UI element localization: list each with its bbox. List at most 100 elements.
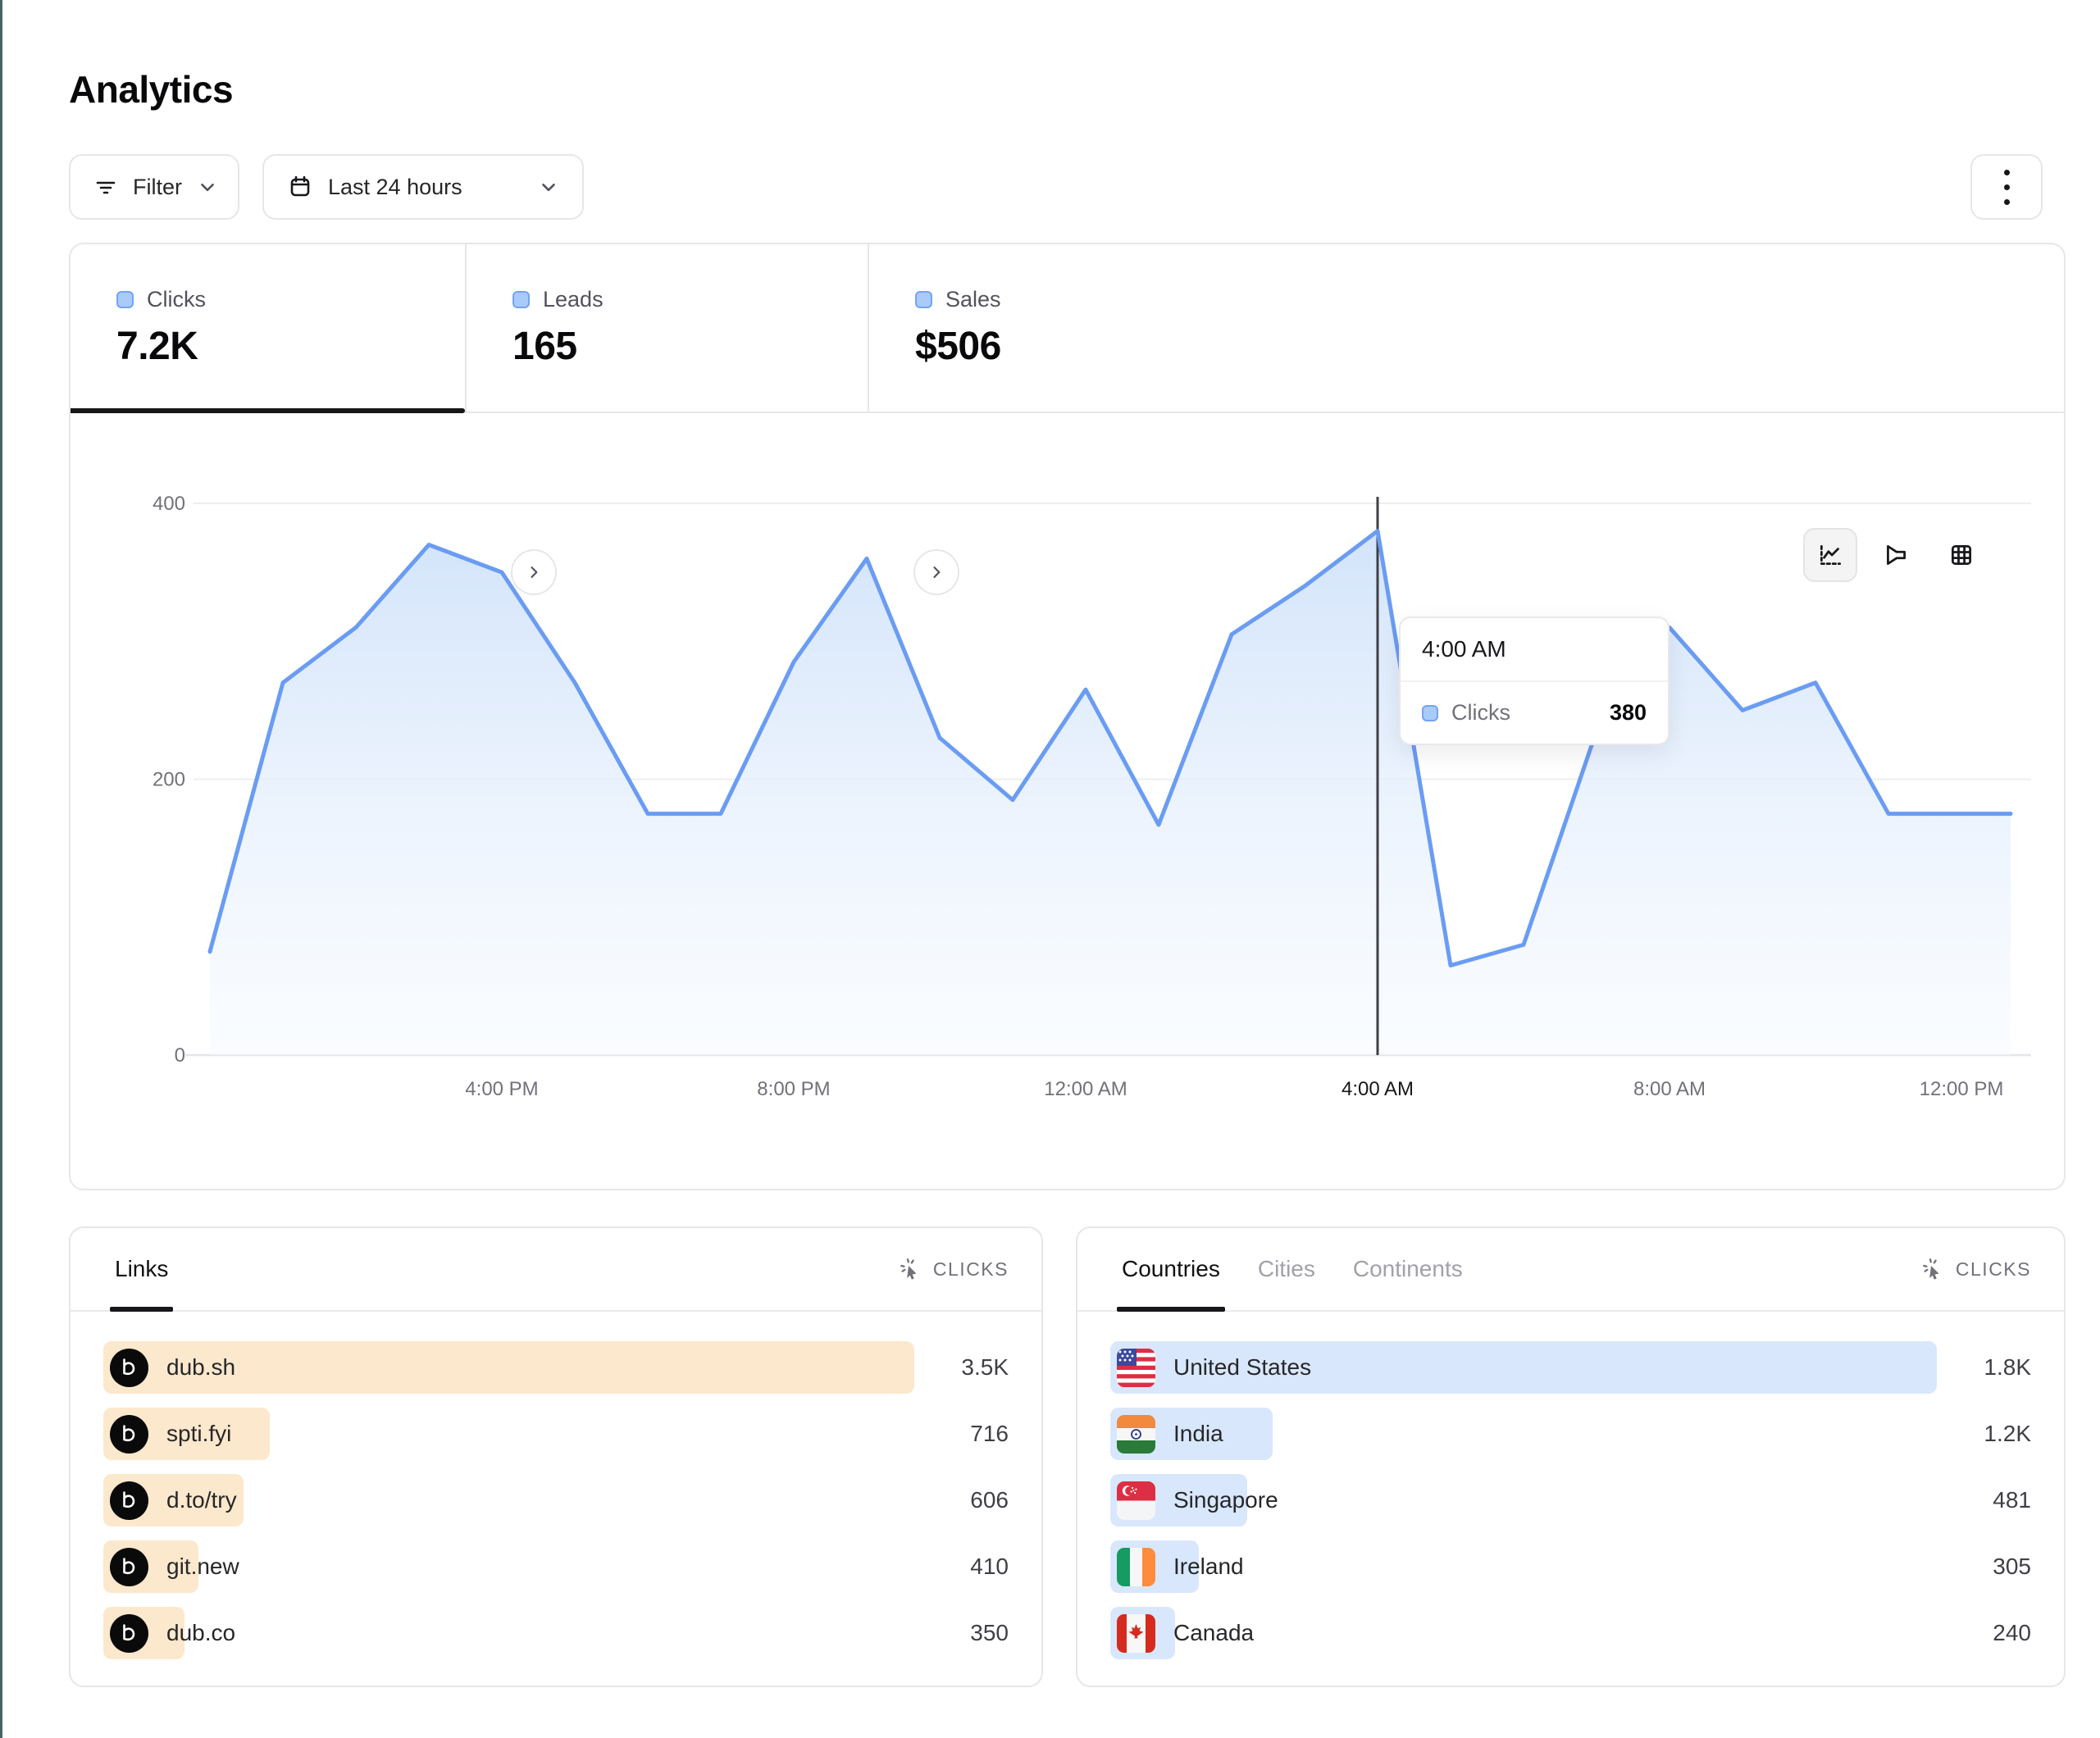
- country-row[interactable]: Ireland 305: [1110, 1540, 2031, 1593]
- row-label: Singapore: [1173, 1487, 1278, 1513]
- date-range-label: Last 24 hours: [328, 174, 462, 199]
- country-row[interactable]: Canada 240: [1110, 1607, 2031, 1659]
- tab-clicks[interactable]: Clicks 7.2K: [71, 244, 465, 413]
- clicks-area-chart[interactable]: 0 200 400 4:00 PM 8:00 PM 12:00 AM 4:00 AM 8:00…: [71, 413, 2064, 1189]
- date-range-button[interactable]: Last 24 hours: [262, 154, 584, 220]
- flag-singapore-icon: [1117, 1481, 1155, 1520]
- x-axis-tick-label: 4:00 AM: [1342, 1078, 1414, 1100]
- tooltip-time: 4:00 AM: [1401, 618, 1668, 682]
- more-options-button[interactable]: [1970, 154, 2043, 220]
- expand-clicks-chevron[interactable]: [511, 549, 557, 595]
- chart-tooltip: 4:00 AM Clicks 380: [1399, 616, 1670, 745]
- country-flag: [1117, 1547, 1155, 1586]
- chevron-down-icon: [201, 183, 214, 192]
- flag-canada-icon: [1117, 1613, 1155, 1653]
- line-chart-view-button[interactable]: [1803, 528, 1857, 582]
- y-axis-tick-label: 200: [153, 769, 185, 791]
- links-panel-header: Links CLICKS: [71, 1228, 1041, 1312]
- row-value: 410: [970, 1554, 1009, 1579]
- flag-india-icon: [1117, 1414, 1155, 1454]
- countries-metric-label: CLICKS: [1955, 1258, 2031, 1280]
- flag-united-states-icon: [1117, 1348, 1155, 1387]
- chevron-down-icon: [542, 183, 555, 192]
- sales-value: $506: [915, 325, 1001, 368]
- tab-sales[interactable]: Sales $506: [868, 244, 1270, 412]
- toolbar: Filter Last 24 hours: [69, 154, 2043, 220]
- tooltip-series-swatch: [1422, 704, 1438, 721]
- row-label: Ireland: [1173, 1554, 1244, 1579]
- country-flag: [1117, 1414, 1155, 1454]
- flag-ireland-icon: [1117, 1547, 1155, 1586]
- row-label: United States: [1173, 1354, 1312, 1380]
- dub-logo-icon: [122, 1425, 134, 1442]
- country-flag: [1117, 1481, 1155, 1520]
- links-metric-selector[interactable]: CLICKS: [899, 1257, 1009, 1281]
- sales-legend-swatch: [915, 291, 932, 308]
- filter-button[interactable]: Filter: [69, 154, 239, 220]
- link-row[interactable]: dub.co 350: [103, 1607, 1009, 1659]
- row-label: spti.fyi: [166, 1421, 232, 1446]
- row-label: dub.sh: [166, 1354, 236, 1380]
- tab-links[interactable]: Links: [109, 1228, 174, 1312]
- countries-metric-selector[interactable]: CLICKS: [1921, 1257, 2031, 1281]
- link-row[interactable]: dub.sh 3.5K: [103, 1341, 1009, 1394]
- link-row[interactable]: spti.fyi 716: [103, 1408, 1009, 1460]
- chevron-right-icon: [531, 566, 538, 578]
- row-label: Canada: [1173, 1620, 1255, 1645]
- tab-cities[interactable]: Cities: [1257, 1256, 1315, 1281]
- link-row[interactable]: d.to/try 606: [103, 1474, 1009, 1526]
- country-flag: [1117, 1348, 1155, 1387]
- funnel-chart-view-button[interactable]: [1869, 528, 1923, 582]
- kebab-dot: [2003, 169, 2010, 175]
- x-axis-tick-label: 8:00 AM: [1633, 1078, 1706, 1100]
- link-avatar: [110, 1348, 148, 1387]
- row-label: India: [1173, 1421, 1223, 1446]
- dub-logo-icon: [122, 1491, 134, 1508]
- value-bar: [103, 1341, 914, 1394]
- filter-icon: [96, 181, 116, 194]
- row-value: 716: [970, 1421, 1009, 1446]
- link-row[interactable]: git.new 410: [103, 1540, 1009, 1593]
- table-view-button[interactable]: [1934, 528, 1988, 582]
- countries-panel: Countries Cities Continents CLICKS United …: [1076, 1226, 2066, 1687]
- calendar-icon: [290, 175, 310, 197]
- links-panel: Links CLICKS dub.sh 3.5K spti.fyi 716 d.to/t…: [69, 1226, 1043, 1687]
- tooltip-series-value: 380: [1609, 700, 1647, 725]
- leads-tab-label: Leads: [543, 287, 604, 312]
- row-value: 606: [970, 1487, 1009, 1513]
- country-row[interactable]: Singapore 481: [1110, 1474, 2031, 1526]
- tab-continents[interactable]: Continents: [1352, 1256, 1463, 1281]
- analytics-chart-card: Clicks 7.2K Leads 165 Sales $506: [69, 243, 2066, 1190]
- kebab-dot: [2003, 198, 2010, 205]
- row-label: dub.co: [166, 1620, 236, 1645]
- funnel-chart-icon: [1887, 544, 1906, 566]
- sales-tab-label: Sales: [945, 287, 1001, 312]
- page-title: Analytics: [69, 68, 234, 111]
- row-value: 1.8K: [1984, 1354, 2031, 1380]
- cursor-click-icon: [1922, 1258, 1939, 1280]
- clicks-tab-label: Clicks: [147, 287, 206, 312]
- country-row[interactable]: United States 1.8K: [1110, 1341, 2031, 1394]
- expand-leads-chevron[interactable]: [913, 549, 959, 595]
- link-avatar: [110, 1414, 148, 1454]
- dub-logo-icon: [122, 1358, 134, 1376]
- tab-leads[interactable]: Leads 165: [465, 244, 868, 412]
- window-edge-accent: [0, 0, 2, 1738]
- kebab-dot: [2003, 184, 2010, 190]
- leads-value: 165: [512, 325, 577, 368]
- line-chart-icon: [1820, 544, 1842, 566]
- row-value: 481: [1993, 1487, 2031, 1513]
- y-axis-tick-label: 0: [175, 1044, 185, 1067]
- country-flag: [1117, 1613, 1155, 1653]
- y-axis-tick-label: 400: [153, 493, 185, 515]
- row-value: 3.5K: [961, 1354, 1009, 1380]
- chart-type-switcher: [1803, 528, 1988, 582]
- row-label: git.new: [166, 1554, 239, 1579]
- stats-tab-row: Clicks 7.2K Leads 165 Sales $506: [71, 244, 2064, 595]
- row-value: 305: [1993, 1554, 2031, 1579]
- tab-countries[interactable]: Countries: [1117, 1228, 1225, 1312]
- link-avatar: [110, 1481, 148, 1520]
- dub-logo-icon: [122, 1558, 134, 1575]
- country-row[interactable]: India 1.2K: [1110, 1408, 2031, 1460]
- links-metric-label: CLICKS: [932, 1258, 1009, 1280]
